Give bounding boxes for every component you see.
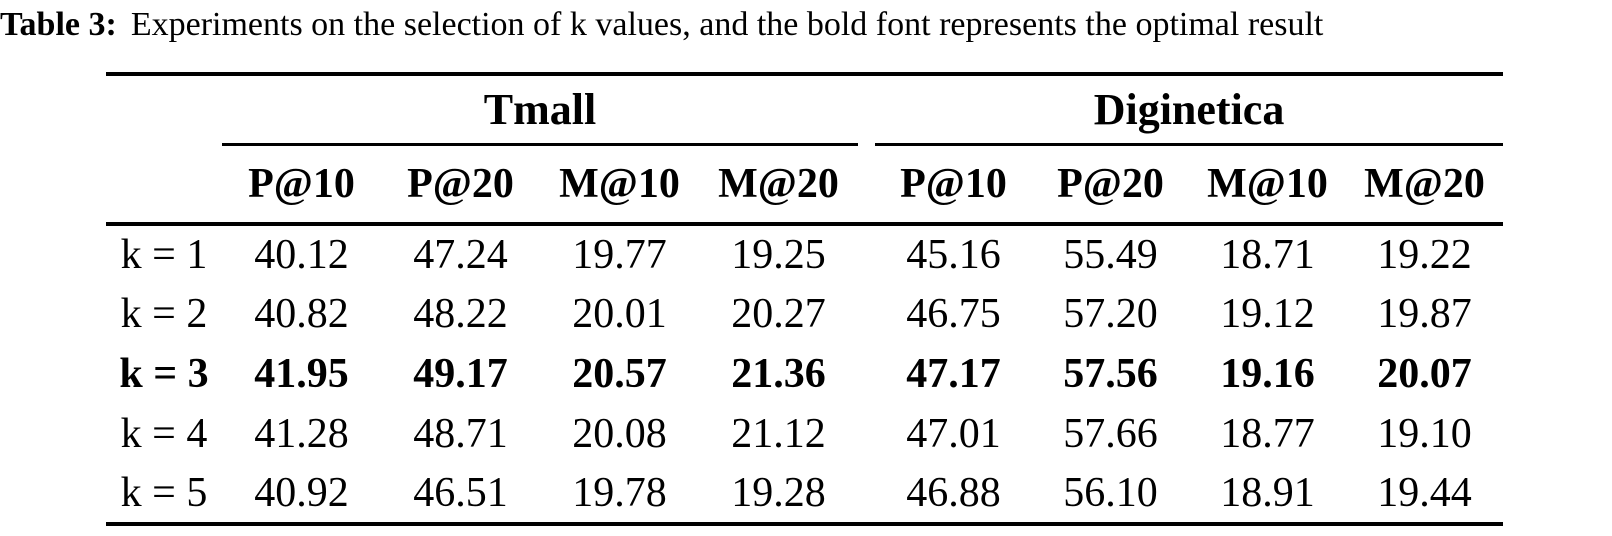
group-header-diginetica: Diginetica	[875, 74, 1504, 146]
data-cell: 19.12	[1220, 291, 1315, 337]
corner-cell	[106, 74, 222, 144]
caption-text: Experiments on the selection of k values…	[130, 6, 1324, 43]
k-selection-results-table: Tmall Diginetica P@10 P@20 M@10 M@20 P@1…	[106, 72, 1504, 526]
data-cell: 19.44	[1377, 470, 1472, 516]
data-cell: 48.22	[413, 291, 508, 337]
data-cell: 18.71	[1220, 232, 1315, 278]
data-cell: 21.36	[731, 351, 826, 397]
data-cell: 40.12	[254, 232, 349, 278]
data-cell: 45.16	[906, 232, 1001, 278]
data-cell: 47.17	[906, 351, 1001, 397]
data-cell: 20.08	[572, 411, 667, 457]
data-cell: 47.24	[413, 232, 508, 278]
table-row-k4: k = 4 41.28 48.71 20.08 21.12 47.01 57.6…	[106, 404, 1503, 464]
row-label: k = 5	[120, 470, 208, 516]
group-gap	[858, 144, 876, 226]
table-row-k2: k = 2 40.82 48.22 20.01 20.27 46.75 57.2…	[106, 284, 1503, 344]
group-gap	[858, 74, 875, 144]
table-caption: Table 3: Experiments on the selection of …	[0, 0, 1612, 50]
data-cell: 40.82	[254, 291, 349, 337]
data-cell: 18.77	[1220, 411, 1315, 457]
column-header-diginetica-p10: P@10	[875, 144, 1033, 226]
group-gap	[858, 224, 875, 284]
group-gap	[858, 284, 875, 344]
group-gap	[858, 404, 875, 464]
column-header-diginetica-p20: P@20	[1032, 144, 1190, 226]
data-cell: 20.01	[572, 291, 667, 337]
column-header-tmall-p10: P@10	[222, 144, 381, 226]
table-row-k5: k = 5 40.92 46.51 19.78 19.28 46.88 56.1…	[106, 464, 1503, 524]
data-cell: 19.25	[731, 232, 826, 278]
data-cell: 46.75	[906, 291, 1001, 337]
data-cell: 49.17	[413, 351, 508, 397]
group-header-row: Tmall Diginetica	[106, 74, 1504, 146]
data-cell: 47.01	[906, 411, 1001, 457]
table-row-k3-optimal: k = 3 41.95 49.17 20.57 21.36 47.17 57.5…	[106, 344, 1503, 404]
data-cell: 57.66	[1063, 411, 1158, 457]
column-header-tmall-m20: M@20	[699, 144, 859, 226]
data-cell: 57.20	[1063, 291, 1158, 337]
row-label: k = 3	[119, 351, 209, 397]
column-header-row: P@10 P@20 M@10 M@20 P@10 P@20 M@10 M@20	[106, 144, 1504, 226]
row-label: k = 4	[120, 411, 208, 457]
data-cell: 55.49	[1063, 232, 1158, 278]
data-cell: 20.57	[572, 351, 667, 397]
data-cell: 19.77	[572, 232, 667, 278]
data-cell: 19.87	[1377, 291, 1472, 337]
group-gap	[858, 344, 875, 404]
caption-label: Table 3:	[0, 6, 117, 43]
corner-cell	[106, 144, 222, 226]
row-label: k = 2	[120, 291, 208, 337]
column-header-tmall-p20: P@20	[381, 144, 540, 226]
data-cell: 20.27	[731, 291, 826, 337]
data-cell: 56.10	[1063, 470, 1158, 516]
group-gap	[858, 464, 875, 524]
data-cell: 46.88	[906, 470, 1001, 516]
data-cell: 46.51	[413, 470, 508, 516]
data-cell: 18.91	[1220, 470, 1315, 516]
group-header-tmall: Tmall	[222, 74, 859, 146]
table-row-k1: k = 1 40.12 47.24 19.77 19.25 45.16 55.4…	[106, 224, 1503, 284]
data-cell: 20.07	[1377, 351, 1472, 397]
data-cell: 57.56	[1063, 351, 1158, 397]
row-label: k = 1	[120, 232, 208, 278]
data-cell: 19.10	[1377, 411, 1472, 457]
data-cell: 48.71	[413, 411, 508, 457]
data-cell: 19.78	[572, 470, 667, 516]
column-header-diginetica-m20: M@20	[1346, 144, 1504, 226]
data-cell: 21.12	[731, 411, 826, 457]
data-cell: 19.28	[731, 470, 826, 516]
data-cell: 40.92	[254, 470, 349, 516]
data-cell: 41.28	[254, 411, 349, 457]
data-cell: 19.16	[1220, 351, 1315, 397]
column-header-diginetica-m10: M@10	[1189, 144, 1347, 226]
data-cell: 41.95	[254, 351, 349, 397]
column-header-tmall-m10: M@10	[540, 144, 699, 226]
data-cell: 19.22	[1377, 232, 1472, 278]
